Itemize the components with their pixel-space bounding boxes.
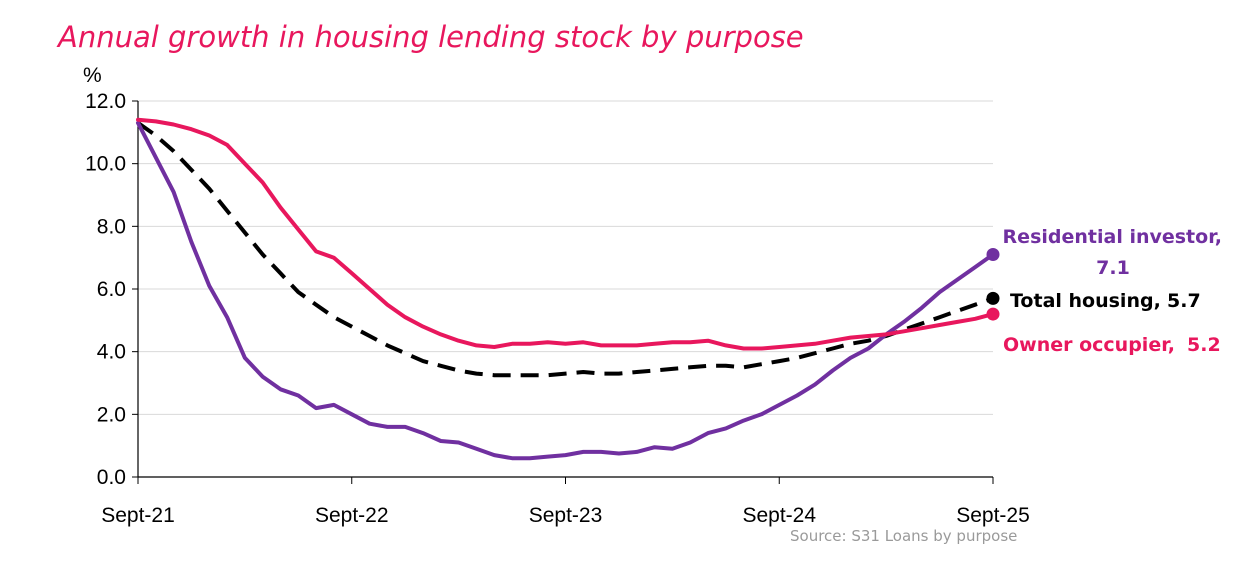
gridlines [138, 100, 993, 415]
y-tick-label: 6.0 [97, 278, 126, 301]
label-residential-investor: Residential investor, [1003, 226, 1222, 248]
end-marker-owner-occupier [986, 307, 1000, 321]
chart-title: Annual growth in housing lending stock b… [58, 20, 804, 54]
x-tick-label: Sept-25 [956, 504, 1030, 527]
axes [132, 100, 994, 484]
x-tick-label: Sept-23 [529, 504, 603, 527]
value-total-housing: 5.7 [1167, 290, 1201, 312]
x-tick-labels: Sept-21 Sept-22 Sept-23 Sept-24 Sept-25 [101, 504, 1030, 527]
y-tick-label: 2.0 [97, 403, 126, 426]
series-line-owner-occupier [136, 117, 995, 351]
series-line-total-housing [136, 121, 994, 378]
end-marker-total-housing [986, 291, 1000, 305]
label-owner-occupier: Owner occupier, [1003, 334, 1175, 356]
x-tick-label: Sept-24 [742, 504, 816, 527]
x-tick-label: Sept-21 [101, 504, 175, 527]
y-tick-label: 8.0 [97, 215, 126, 238]
label-total-housing: Total housing, [1010, 290, 1161, 312]
y-tick-label: 0.0 [97, 466, 126, 489]
y-tick-label: 10.0 [85, 153, 126, 176]
value-owner-occupier: 5.2 [1187, 334, 1221, 356]
y-axis-label: % [83, 64, 102, 87]
x-tick-label: Sept-22 [315, 504, 389, 527]
series-lines [136, 117, 995, 461]
series-line-residential-investor [136, 120, 995, 461]
end-marker-residential-investor [986, 248, 1000, 262]
source-note: Source: S31 Loans by purpose [790, 527, 1018, 545]
y-tick-labels: 0.0 2.0 4.0 6.0 8.0 10.0 12.0 [85, 90, 126, 489]
y-tick-label: 12.0 [85, 90, 126, 113]
y-tick-label: 4.0 [97, 341, 126, 364]
end-markers [986, 248, 1000, 321]
value-residential-investor: 7.1 [1096, 257, 1130, 279]
